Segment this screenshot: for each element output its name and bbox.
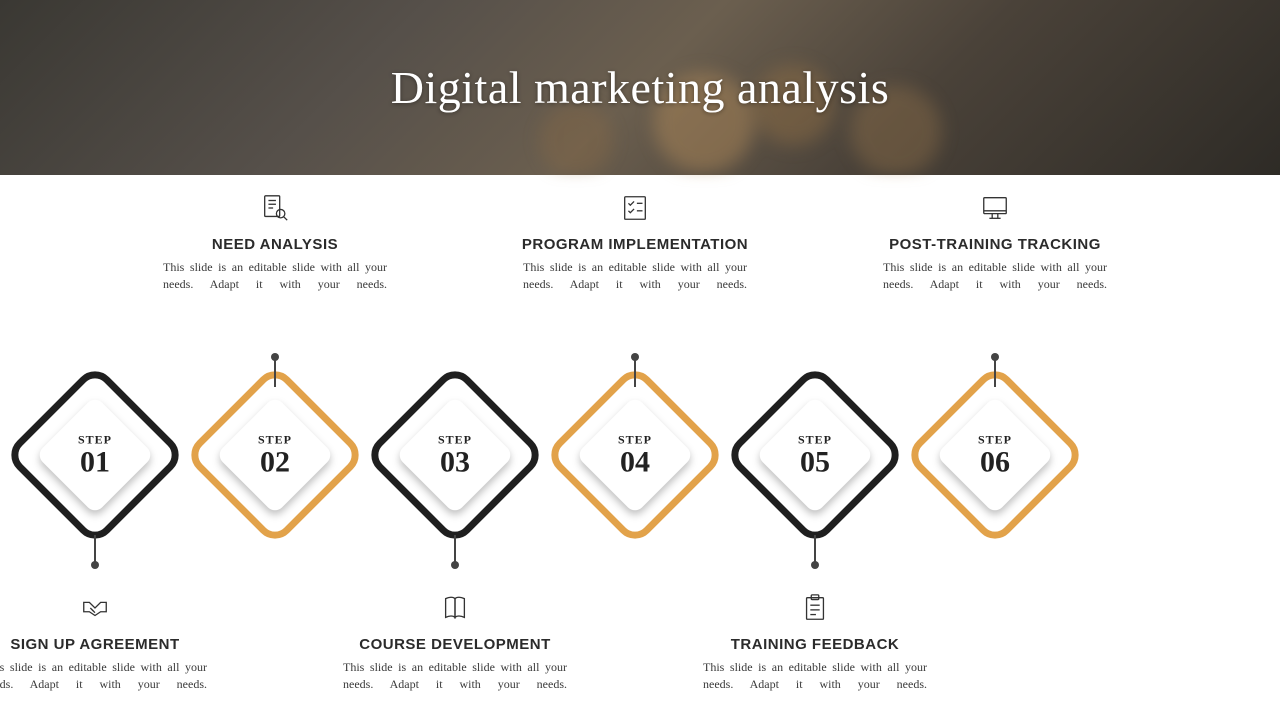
diamond-content: STEP05 [755,433,875,478]
callout-body: This slide is an editable slide with all… [145,259,405,294]
diamond-content: STEP03 [395,433,515,478]
step-diamond-05: STEP05 [735,375,895,535]
checklist-icon [505,193,765,228]
clipboard-icon [685,593,945,628]
callout-body: This slide is an editable slide with all… [685,659,945,694]
callout-heading: TRAINING FEEDBACK [685,636,945,653]
callout-body: This slide is an editable slide with all… [0,659,225,694]
callout-heading: NEED ANALYSIS [145,236,405,253]
step-diamond-03: STEP03 [375,375,535,535]
diamond-content: STEP06 [935,433,1055,478]
connector [634,357,636,387]
handshake-icon [0,593,225,628]
step-number: 01 [35,448,155,478]
step-diamond-02: STEP02 [195,375,355,535]
monitor-icon [865,193,1125,228]
connector [454,535,456,565]
callout-03: COURSE DEVELOPMENT This slide is an edita… [325,593,585,694]
callout-02: NEED ANALYSIS This slide is an editable s… [145,193,405,294]
step-number: 03 [395,448,515,478]
step-diamond-04: STEP04 [555,375,715,535]
step-number: 04 [575,448,695,478]
callout-heading: SIGN UP AGREEMENT [0,636,225,653]
banner-title: Digital marketing analysis [391,61,889,114]
callout-heading: PROGRAM IMPLEMENTATION [505,236,765,253]
callout-body: This slide is an editable slide with all… [325,659,585,694]
callout-heading: POST-TRAINING TRACKING [865,236,1125,253]
doc-search-icon [145,193,405,228]
step-number: 02 [215,448,335,478]
step-diamond-06: STEP06 [915,375,1075,535]
callout-heading: COURSE DEVELOPMENT [325,636,585,653]
callout-body: This slide is an editable slide with all… [865,259,1125,294]
diamond-content: STEP01 [35,433,155,478]
diamond-chain: STEP01 STEP02 STEP03 STEP04 STEP05 STEP06 [0,375,1280,555]
step-number: 06 [935,448,1055,478]
banner: Digital marketing analysis [0,0,1280,175]
connector [814,535,816,565]
connector [994,357,996,387]
callout-06: POST-TRAINING TRACKING This slide is an e… [865,193,1125,294]
callout-04: PROGRAM IMPLEMENTATION This slide is an e… [505,193,765,294]
step-diamond-01: STEP01 [15,375,175,535]
diamond-content: STEP04 [575,433,695,478]
callout-body: This slide is an editable slide with all… [505,259,765,294]
callout-05: TRAINING FEEDBACK This slide is an editab… [685,593,945,694]
diamond-content: STEP02 [215,433,335,478]
connector [94,535,96,565]
book-icon [325,593,585,628]
connector [274,357,276,387]
content-area: STEP01 STEP02 STEP03 STEP04 STEP05 STEP06 SIG… [0,175,1280,720]
step-number: 05 [755,448,875,478]
callout-01: SIGN UP AGREEMENT This slide is an editab… [0,593,225,694]
